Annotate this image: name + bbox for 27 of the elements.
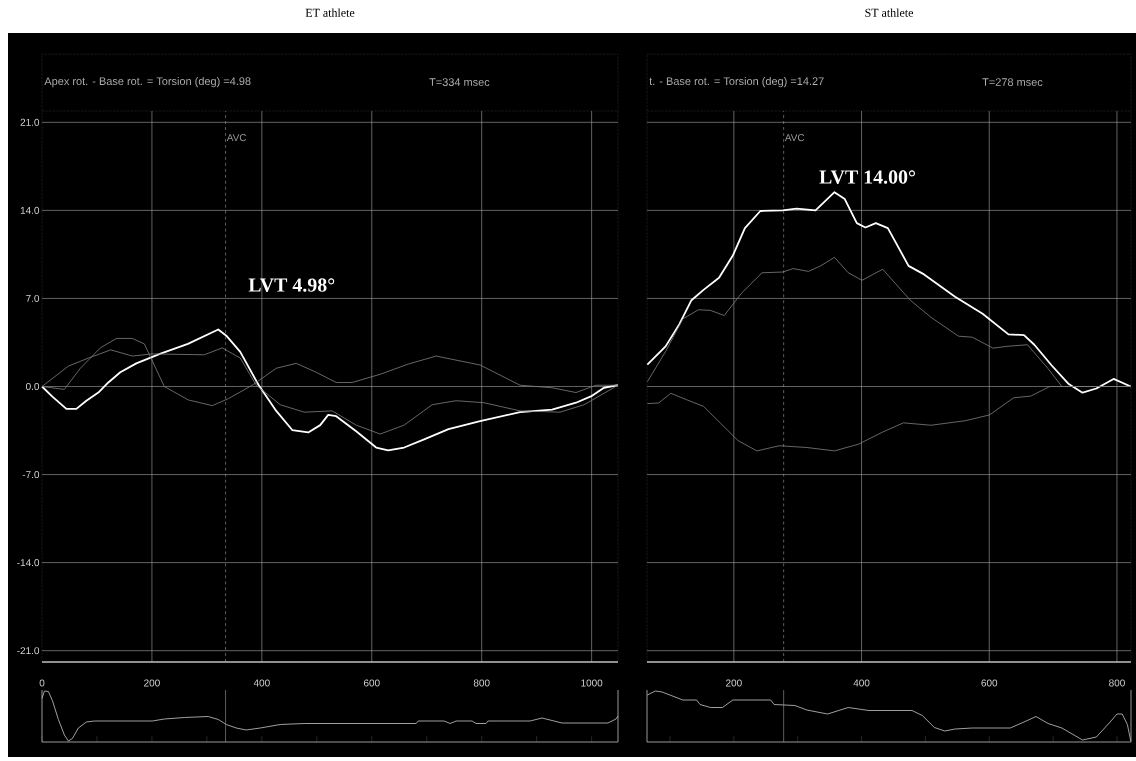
x-tick-label: 800 [1109,679,1125,687]
y-tick-label: -14.0 [17,559,40,567]
chart-title: ST athlete [865,8,913,17]
ref-line-label: AVC [226,134,247,142]
text: T=334 msec [429,78,490,86]
y-tick-label: 0.0 [26,382,40,391]
text: t. - Base rot. = Torsion (deg) =14.27 [649,76,824,88]
x-tick-label: 1000 [581,679,603,687]
text: Apex rot. - Base rot. = Torsion (deg) =4.98 [44,76,251,88]
annotation: LVT 4.98° [248,278,335,292]
x-tick-label: 200 [144,679,160,687]
x-tick-label: 600 [981,679,998,687]
y-tick-label: 21.0 [20,118,40,126]
y-tick-label: -21.0 [17,647,40,655]
x-tick-label: 200 [726,679,742,687]
x-tick-label: 800 [473,679,490,687]
x-tick-label: 400 [853,679,870,687]
x-tick-label: 0 [39,679,45,687]
y-tick-label: 14.0 [20,206,40,214]
x-tick-label: 600 [363,679,380,687]
ref-line-label: AVC [784,134,805,142]
x-tick-label: 400 [253,679,270,687]
y-tick-label: 7.0 [26,294,40,302]
y-tick-label: -7.0 [22,471,40,479]
annotation: LVT 14.00° [819,170,915,184]
text: T=278 msec [982,78,1043,86]
chart-title: ET athlete [305,8,355,17]
